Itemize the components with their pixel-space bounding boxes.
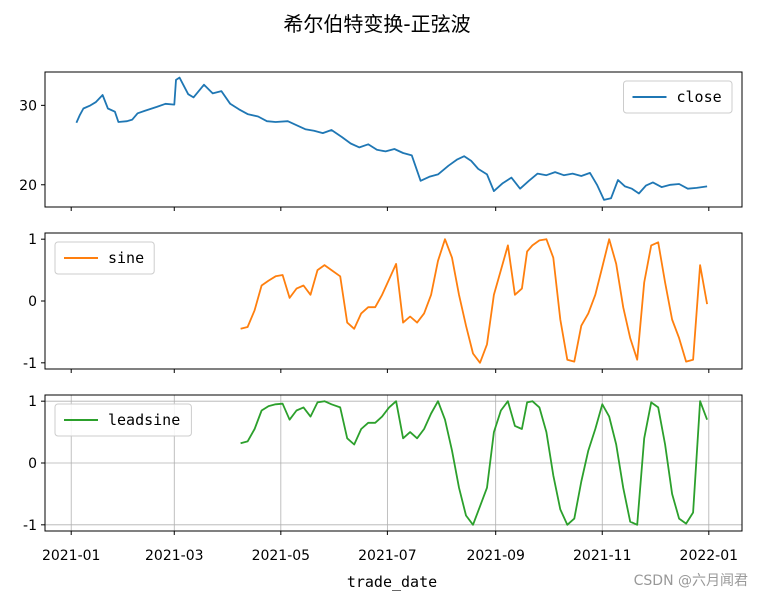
x-tick-label: 2021-11	[573, 548, 632, 564]
x-tick-label: 2022-01	[680, 548, 739, 564]
panel-3: -1 0 1 2021-01 2021-03 2021-05 2021-07 2021-09 2…	[23, 394, 743, 564]
y-tick-label: 20	[19, 178, 37, 194]
legend: leadsine	[54, 403, 192, 437]
y-tick-label: 1	[28, 394, 37, 410]
y-tick-label: 0	[28, 456, 37, 472]
legend-label: close	[677, 88, 722, 106]
x-tick-label: 2021-03	[145, 548, 204, 564]
series-line-close	[75, 76, 708, 201]
legend-box	[54, 241, 155, 275]
x-tick-label: 2021-07	[358, 548, 417, 564]
legend: sine	[54, 241, 155, 275]
panel-2: -1 0 1 sine	[23, 232, 743, 373]
y-tick-label: 0	[28, 294, 37, 310]
legend-label: sine	[108, 249, 144, 267]
x-tick-label: 2021-09	[466, 548, 525, 564]
series-line-sine	[240, 238, 708, 364]
x-tick-label: 2021-05	[252, 548, 311, 564]
y-tick-label: 30	[19, 98, 37, 114]
axes-frame	[44, 71, 743, 208]
x-axis-label: trade_date	[347, 573, 437, 591]
series-line-leadsine	[240, 400, 708, 526]
y-tick-label: 1	[28, 232, 37, 248]
y-tick-label: -1	[23, 518, 37, 534]
legend: close	[623, 80, 733, 114]
x-tick-label: 2021-01	[42, 548, 101, 564]
watermark: CSDN @六月闻君	[634, 573, 748, 589]
legend-label: leadsine	[108, 411, 180, 429]
y-tick-label: -1	[23, 356, 37, 372]
panels: 20 30 close -1 0 1 sine -1 0 1 2021-01 2021-03 2021-…	[19, 71, 743, 564]
legend-box	[54, 403, 192, 437]
legend-box	[623, 80, 733, 114]
panel-1: 20 30 close	[19, 71, 743, 211]
chart-title: 希尔伯特变换-正弦波	[283, 12, 470, 36]
